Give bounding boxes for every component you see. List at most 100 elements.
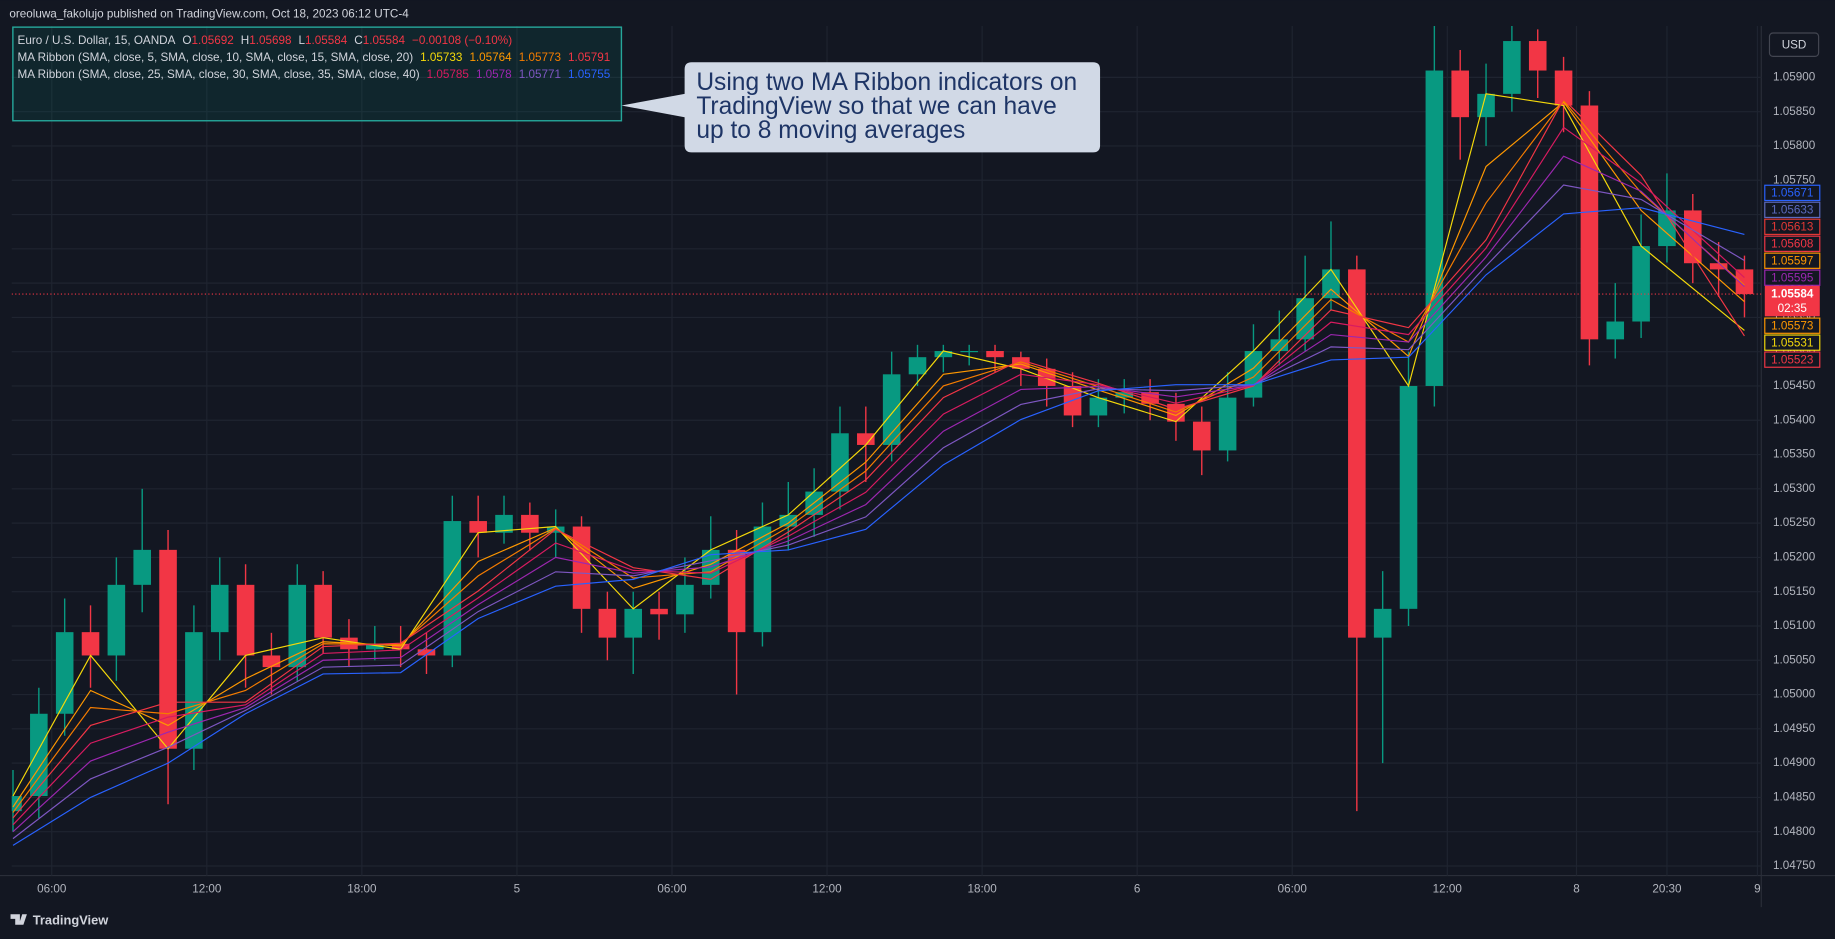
y-tick-label: 1.05750 bbox=[1773, 173, 1816, 186]
axis-value-label: 1.05573 bbox=[1771, 319, 1813, 332]
candle-body bbox=[159, 549, 177, 749]
legend-row: MA Ribbon (SMA, close, 25, SMA, close, 3… bbox=[18, 68, 611, 81]
symbol: Euro / U.S. Dollar, 15, OANDA bbox=[18, 34, 176, 47]
candle-body bbox=[986, 351, 1004, 358]
header: oreoluwa_fakolujo published on TradingVi… bbox=[9, 7, 409, 20]
indicator-title: MA Ribbon (SMA, close, 5, SMA, close, 10… bbox=[18, 51, 414, 64]
candle-body bbox=[908, 357, 927, 375]
candle-body bbox=[1606, 321, 1625, 340]
y-tick-label: 1.05450 bbox=[1773, 379, 1816, 392]
x-tick-label: 18:00 bbox=[967, 883, 997, 896]
y-tick-label: 1.04800 bbox=[1773, 825, 1816, 838]
change: −0.00108 (−0.10%) bbox=[412, 34, 512, 47]
candle-body bbox=[1554, 70, 1573, 106]
candle-body bbox=[236, 584, 255, 656]
ohlc-key: C bbox=[354, 34, 362, 47]
ma-line bbox=[12, 155, 1745, 833]
candle-body bbox=[1348, 269, 1366, 638]
ohlc-value: 1.05584 bbox=[363, 34, 406, 47]
candle-body bbox=[1399, 385, 1418, 609]
ma-line bbox=[12, 184, 1745, 840]
callout bbox=[621, 62, 1101, 153]
axis-value-box bbox=[1764, 201, 1821, 219]
x-tick-label: 06:00 bbox=[657, 883, 687, 896]
candle-body bbox=[443, 521, 462, 656]
candle-body bbox=[1528, 41, 1547, 71]
axis-value-box bbox=[1764, 351, 1821, 368]
ma-line bbox=[12, 126, 1745, 826]
x-tick-label: 12:00 bbox=[1433, 883, 1463, 896]
axis-value-box bbox=[1764, 218, 1821, 235]
x-tick-label: 20:30 bbox=[1652, 883, 1682, 896]
candle-body bbox=[210, 584, 229, 633]
indicator-value: 1.05771 bbox=[519, 68, 561, 81]
candle-body bbox=[1425, 70, 1444, 386]
y-tick-label: 1.05100 bbox=[1773, 619, 1816, 632]
indicator-value: 1.05785 bbox=[427, 68, 470, 81]
candle-body bbox=[1580, 105, 1599, 340]
candle-body bbox=[107, 584, 126, 656]
candle-body bbox=[30, 713, 48, 797]
x-tick-label: 8 bbox=[1573, 883, 1580, 896]
candle-body bbox=[1503, 41, 1521, 94]
legend-row: Euro / U.S. Dollar, 15, OANDA O1.05692 H1.… bbox=[18, 34, 513, 47]
ma-line bbox=[12, 99, 1745, 813]
candle-body bbox=[882, 374, 901, 445]
y-tick-label: 1.05800 bbox=[1773, 139, 1816, 152]
candle-body bbox=[495, 514, 513, 533]
y-tick-label: 1.04850 bbox=[1773, 791, 1816, 804]
y-tick-label: 1.05900 bbox=[1773, 70, 1816, 83]
price-label: 1.05584 bbox=[1771, 288, 1814, 301]
footer: TradingView bbox=[33, 913, 110, 928]
y-tick-label: 1.04900 bbox=[1773, 756, 1816, 769]
axis-value-label: 1.05531 bbox=[1771, 336, 1813, 349]
legend-row: MA Ribbon (SMA, close, 5, SMA, close, 10… bbox=[18, 51, 611, 64]
candle-body bbox=[598, 608, 617, 638]
candle-body bbox=[1270, 339, 1289, 352]
y-tick-label: 1.05350 bbox=[1773, 448, 1816, 461]
logo bbox=[10, 914, 27, 925]
candle-body bbox=[1218, 397, 1237, 451]
annotation-line: TradingView so that we can have bbox=[696, 93, 1056, 120]
axis-value-label: 1.05613 bbox=[1771, 220, 1813, 233]
candle-body bbox=[185, 632, 203, 749]
axis-value-box bbox=[1764, 235, 1821, 252]
annotation-line: up to 8 moving averages bbox=[696, 117, 965, 144]
axis-value-label: 1.05671 bbox=[1771, 187, 1813, 200]
candle-body bbox=[857, 433, 875, 445]
y-tick-label: 1.05050 bbox=[1773, 653, 1816, 666]
ohlc-value: 1.05698 bbox=[249, 34, 291, 47]
axis-value-label: 1.05597 bbox=[1771, 254, 1813, 267]
plot-area bbox=[11, 25, 1762, 846]
x-tick-label: 12:00 bbox=[192, 883, 222, 896]
indicator-value: 1.05791 bbox=[568, 51, 610, 64]
candle-body bbox=[1089, 397, 1108, 416]
candle-body bbox=[650, 608, 668, 615]
currency[interactable]: USD bbox=[1782, 38, 1807, 51]
legend-box bbox=[12, 26, 623, 122]
currency-button[interactable] bbox=[1768, 32, 1820, 57]
candle-body bbox=[262, 655, 281, 668]
y-tick-label: 1.04950 bbox=[1773, 722, 1816, 735]
y-tick-label: 1.05400 bbox=[1773, 413, 1816, 426]
axis-value-label: 1.05608 bbox=[1771, 237, 1813, 250]
indicator-value: 1.05755 bbox=[568, 68, 611, 81]
candle-body bbox=[1735, 269, 1754, 295]
ma-line bbox=[12, 101, 1745, 808]
candle-body bbox=[1141, 392, 1159, 404]
countdown: 02:35 bbox=[1778, 302, 1808, 315]
x-tick-label: 06:00 bbox=[37, 883, 67, 896]
candle-body bbox=[417, 649, 436, 656]
indicator-value: 1.05764 bbox=[469, 51, 512, 64]
candle-body bbox=[11, 796, 22, 812]
candle-body bbox=[469, 521, 487, 533]
candle-body bbox=[1632, 246, 1650, 322]
candle-body bbox=[133, 549, 151, 585]
y-tick-label: 1.05300 bbox=[1773, 482, 1816, 495]
y-tick-label: 1.05250 bbox=[1773, 516, 1816, 529]
candle-body bbox=[1477, 93, 1495, 118]
candle-body bbox=[1167, 403, 1185, 422]
candle-body bbox=[288, 584, 307, 668]
